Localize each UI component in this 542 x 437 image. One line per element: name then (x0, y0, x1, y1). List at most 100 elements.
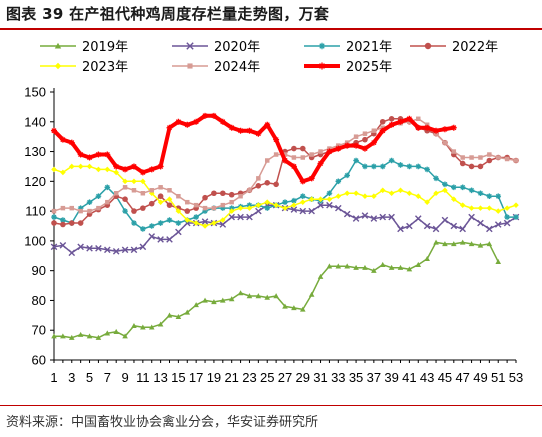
data-point (158, 185, 163, 190)
data-point (353, 190, 359, 197)
data-point (362, 264, 368, 270)
data-point (104, 330, 111, 336)
data-point (397, 264, 404, 270)
data-point (299, 207, 307, 215)
data-point (291, 155, 297, 160)
data-point (468, 187, 475, 194)
data-point (326, 148, 333, 155)
data-point (451, 184, 457, 191)
data-point (228, 296, 235, 302)
data-point (130, 246, 138, 254)
y-tick-label: 120 (24, 174, 46, 189)
data-point (335, 178, 342, 185)
data-point (193, 302, 199, 308)
data-point (140, 226, 146, 232)
legend-marker (318, 62, 326, 70)
data-point (468, 163, 475, 170)
data-point (388, 190, 395, 197)
data-point (166, 124, 173, 131)
data-point (388, 121, 395, 128)
data-point (459, 239, 466, 245)
x-tick-label: 25 (260, 370, 274, 385)
y-tick-label: 110 (25, 204, 46, 219)
data-point (352, 215, 360, 222)
data-point (344, 172, 350, 179)
series-2023年 (51, 163, 519, 229)
data-point (68, 139, 75, 146)
data-point (317, 160, 324, 167)
data-point (86, 245, 93, 252)
data-point (68, 334, 75, 340)
data-point (149, 188, 154, 193)
data-point (166, 202, 173, 208)
data-point (343, 210, 351, 218)
data-point (282, 152, 288, 157)
data-point (442, 181, 448, 188)
data-point (140, 178, 146, 185)
data-point (122, 333, 128, 339)
data-point (193, 202, 199, 208)
data-point (228, 208, 235, 214)
data-point (140, 324, 146, 330)
source-note: 资料来源：中国畜牧业协会禽业分会，华安证券研究所 (6, 415, 319, 430)
data-point (379, 213, 387, 221)
data-point (504, 205, 510, 211)
data-point (86, 163, 93, 170)
data-point (477, 190, 484, 197)
data-point (264, 121, 271, 128)
data-point (131, 178, 137, 185)
data-point (442, 187, 448, 194)
data-point (237, 213, 244, 221)
data-point (495, 258, 502, 264)
data-point (300, 155, 306, 160)
data-point (202, 205, 208, 211)
data-point (140, 191, 146, 196)
data-point (167, 188, 172, 193)
data-point (210, 112, 217, 119)
legend-marker (424, 42, 432, 50)
data-point (282, 157, 288, 164)
data-point (148, 233, 156, 240)
data-point (451, 196, 457, 202)
data-point (220, 217, 226, 223)
x-tick-label: 43 (420, 370, 434, 385)
data-point (290, 206, 298, 213)
data-point (77, 331, 84, 337)
data-point (202, 297, 208, 303)
legend-label: 2024年 (214, 60, 260, 75)
data-point (77, 151, 84, 158)
legend-item: 2020年 (172, 40, 260, 55)
data-point (308, 175, 315, 182)
data-point (202, 112, 209, 119)
data-point (184, 309, 191, 315)
data-point (406, 115, 413, 122)
data-point (486, 193, 493, 200)
data-point (335, 263, 342, 269)
data-point (397, 118, 404, 125)
data-point (273, 181, 279, 188)
title-rule (0, 28, 542, 30)
data-point (362, 193, 368, 200)
x-tick-label: 53 (509, 370, 523, 385)
data-point (87, 208, 92, 214)
data-point (477, 242, 484, 248)
data-point (131, 208, 137, 214)
data-point (255, 183, 262, 189)
data-point (264, 158, 270, 163)
data-point (60, 333, 66, 339)
data-point (308, 196, 315, 202)
data-point (477, 219, 484, 227)
data-point (379, 118, 386, 125)
series-2021年 (51, 157, 519, 232)
data-point (77, 205, 84, 211)
data-point (95, 193, 102, 200)
data-point (211, 220, 217, 226)
data-point (441, 216, 449, 224)
data-point (317, 196, 324, 202)
data-point (60, 205, 66, 211)
data-point (122, 196, 128, 202)
line-chart: 2019年 2020年 2021年 2022年 2023年 2024年 2025年 60 70… (24, 40, 523, 385)
data-point (86, 199, 93, 205)
data-point (397, 187, 404, 194)
data-point (255, 202, 262, 208)
